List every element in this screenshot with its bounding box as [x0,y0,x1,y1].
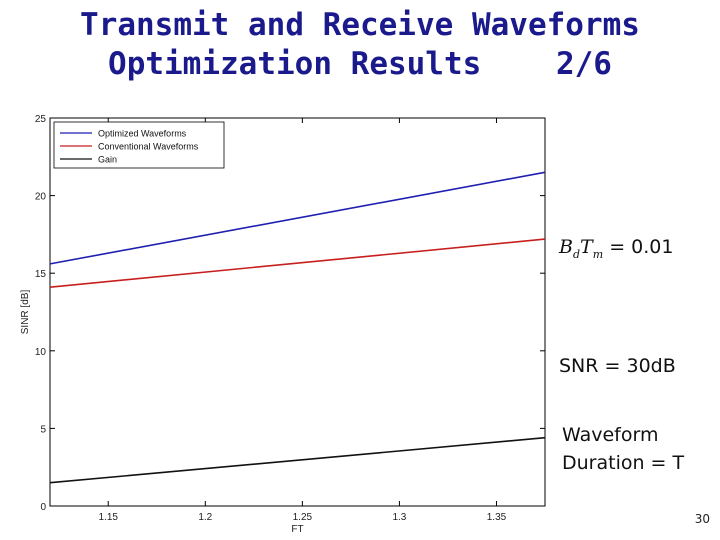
series-line-conventional-waveforms [49,238,546,288]
bd-d: d [572,247,581,261]
y-tick-label: 15 [35,269,47,280]
y-tick-label: 25 [35,114,47,125]
slide-number: 30 [694,512,710,526]
series-line-gain [49,436,546,484]
x-tick-label: 1.15 [99,512,119,523]
slide-title: Transmit and Receive Waveforms Optimizat… [0,6,720,84]
bandwidth-time-annotation: BdTm = 0.01 [559,236,673,261]
legend-box [53,121,225,169]
y-tick-label: 10 [35,347,47,358]
bd-value: = 0.01 [609,236,674,258]
snr-annotation: SNR = 30dB [559,355,676,377]
legend-entry: Conventional Waveforms [98,142,199,152]
x-axis-label: FT [291,524,303,535]
legend-entry: Gain [98,155,117,165]
bd-t: T [580,236,593,258]
snr-label: SNR = 30dB [559,355,676,377]
bd-b: B [559,236,573,258]
waveform-line-2: Duration = T [562,452,685,474]
plot-frame [49,117,546,507]
y-tick-label: 0 [40,502,46,513]
x-tick-label: 1.25 [293,512,313,523]
title-line-2: Optimization Results 2/6 [108,46,612,82]
legend-entry: Optimized Waveforms [98,129,187,139]
waveform-line-1: Waveform [562,424,659,446]
title-line-1: Transmit and Receive Waveforms [80,7,640,43]
x-tick-label: 1.3 [392,512,406,523]
waveform-duration-annotation: Waveform Duration = T [562,424,684,474]
y-axis-label: SINR [dB] [20,290,31,335]
chart-legend: Optimized Waveforms Conventional Waveform… [53,121,225,169]
series-line-optimized-waveforms [49,171,546,265]
y-tick-label: 20 [35,192,47,203]
y-tick-label: 5 [40,424,46,435]
sinr-chart: 0 5 10 15 20 25 1.15 1.2 1.25 1.3 1.35 FT SINR [dB] O… [20,114,546,535]
x-tick-label: 1.2 [198,512,212,523]
x-tick-label: 1.35 [487,512,507,523]
bd-m: m [592,247,604,261]
